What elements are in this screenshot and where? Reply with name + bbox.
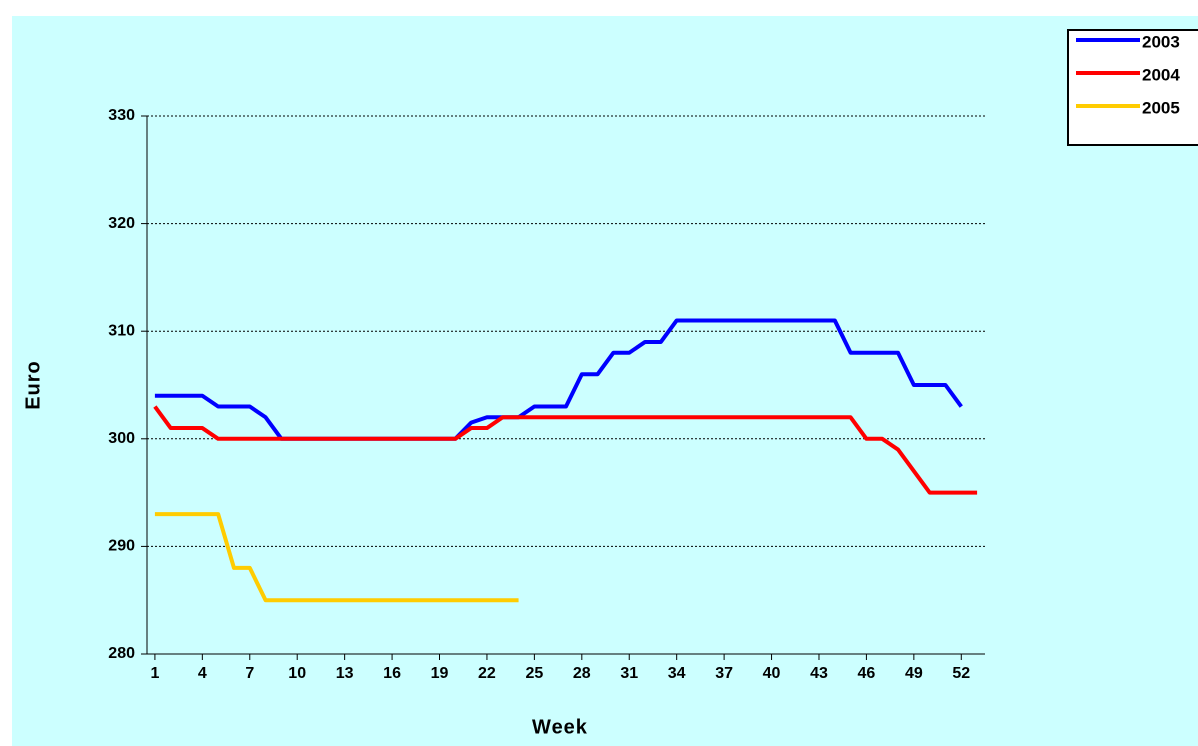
series-line <box>154 512 519 603</box>
x-tick-label: 34 <box>668 665 686 682</box>
x-tick-label: 28 <box>573 665 591 682</box>
x-tick-label: 43 <box>810 665 828 682</box>
x-tick-label: 40 <box>763 665 781 682</box>
legend-label: 2005 <box>1142 98 1180 117</box>
x-tick-label: 37 <box>715 665 733 682</box>
y-tick-label: 330 <box>108 107 135 124</box>
legend-label: 2004 <box>1142 65 1180 84</box>
y-axis-label: Euro <box>22 360 44 410</box>
x-tick-label: 46 <box>858 665 876 682</box>
x-tick-label: 7 <box>245 665 254 682</box>
x-tick-label: 25 <box>525 665 543 682</box>
y-tick-label: 310 <box>108 322 135 339</box>
y-tick-label: 300 <box>108 430 135 447</box>
x-tick-label: 31 <box>620 665 638 682</box>
x-tick-label: 52 <box>952 665 970 682</box>
x-tick-label: 49 <box>905 665 923 682</box>
legend-label: 2003 <box>1142 32 1180 51</box>
y-tick-label: 320 <box>108 215 135 232</box>
x-tick-label: 16 <box>383 665 401 682</box>
y-tick-label: 280 <box>108 645 135 662</box>
chart-background <box>12 16 1198 746</box>
y-tick-label: 290 <box>108 538 135 555</box>
x-tick-label: 13 <box>336 665 354 682</box>
x-tick-label: 4 <box>198 665 207 682</box>
x-tick-label: 19 <box>431 665 449 682</box>
series-line <box>153 405 978 495</box>
x-tick-label: 1 <box>150 665 159 682</box>
x-tick-label: 10 <box>288 665 306 682</box>
x-tick-label: 22 <box>478 665 496 682</box>
x-axis-label: Week <box>532 716 588 738</box>
legend-box <box>1067 29 1198 146</box>
